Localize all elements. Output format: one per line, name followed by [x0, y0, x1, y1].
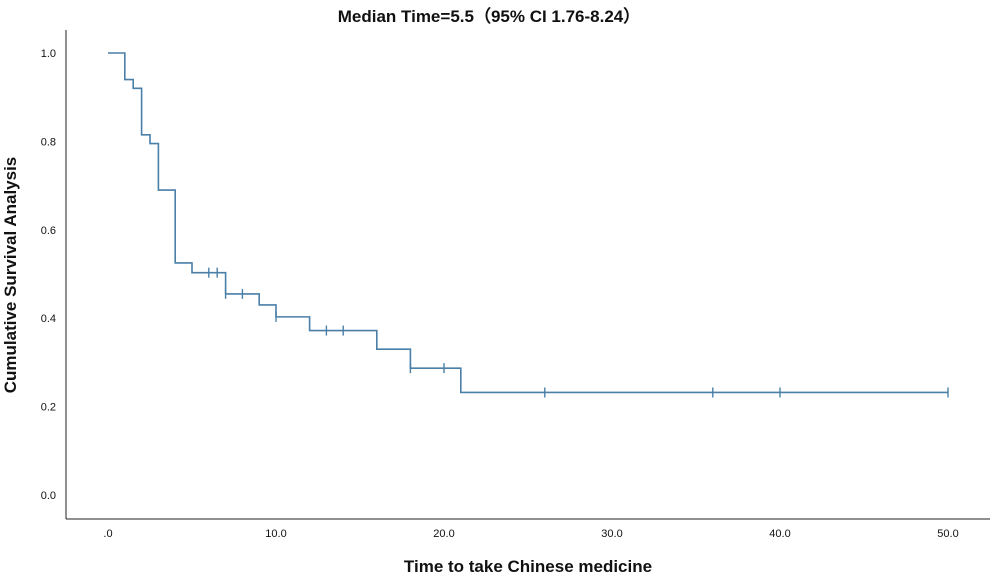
- x-tick-label: 20.0: [433, 528, 454, 540]
- y-tick-label: 0.8: [41, 136, 56, 148]
- x-tick-label: 30.0: [601, 528, 622, 540]
- x-tick-label: 50.0: [937, 528, 958, 540]
- y-tick-label: 0.2: [41, 402, 56, 414]
- series-layer: [108, 52, 949, 398]
- x-tick-group: .0 10.0 20.0 30.0 40.0 50.0: [103, 528, 958, 540]
- x-axis-label: Time to take Chinese medicine: [404, 557, 652, 576]
- x-tick-label: 40.0: [769, 528, 790, 540]
- x-tick-label: .0: [103, 528, 112, 540]
- survival-step-line: [108, 52, 948, 394]
- y-tick-label: 0.6: [41, 225, 56, 237]
- chart-title: Median Time=5.5（95% CI 1.76-8.24）: [338, 6, 641, 26]
- x-tick-label: 10.0: [265, 528, 286, 540]
- y-tick-group: 0.0 0.2 0.4 0.6 0.8 1.0: [41, 48, 56, 502]
- y-tick-label: 1.0: [41, 48, 56, 60]
- y-tick-label: 0.4: [41, 313, 56, 325]
- y-axis-label: Cumulative Survival Analysis: [1, 157, 20, 394]
- y-tick-label: 0.0: [41, 490, 56, 502]
